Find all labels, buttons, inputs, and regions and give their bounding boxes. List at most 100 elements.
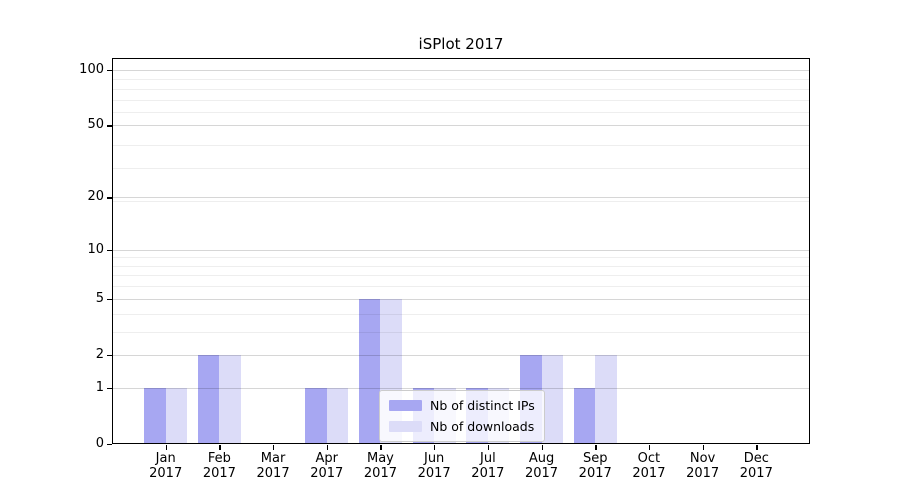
bar-downloads-sep (595, 354, 617, 444)
bar-ips-may (358, 298, 381, 444)
x-tick-label-may: May 2017 (345, 451, 415, 481)
x-tick-year: 2017 (417, 466, 451, 481)
x-tick-year: 2017 (739, 466, 773, 481)
y-tick-label: 2 (95, 346, 104, 362)
x-tick-month: Jan (155, 451, 176, 466)
legend-entry-distinct-ips: Nb of distinct IPs (389, 398, 535, 413)
x-tick-label-mar: Mar 2017 (238, 451, 308, 481)
x-tick (702, 445, 704, 450)
y-gridline-minor (112, 286, 810, 288)
y-gridline-major (112, 125, 810, 127)
bar-downloads-apr (326, 387, 349, 444)
x-tick (165, 445, 167, 450)
legend-label-downloads: Nb of downloads (430, 419, 535, 434)
x-tick-label-sep: Sep 2017 (560, 451, 630, 481)
y-tick (107, 249, 112, 251)
chart-title: iSPlot 2017 (418, 35, 504, 53)
y-gridline-minor (112, 99, 810, 101)
y-tick-label: 100 (79, 61, 104, 77)
bar-ips-sep (573, 387, 596, 444)
legend-label-distinct-ips: Nb of distinct IPs (430, 398, 535, 413)
y-gridline-minor (112, 168, 810, 170)
x-tick (273, 445, 275, 450)
bar-downloads-aug (541, 354, 563, 444)
x-tick-month: Nov (689, 451, 716, 466)
bar-downloads-feb (219, 354, 241, 444)
bar-ips-apr (305, 387, 327, 444)
y-gridline-minor (112, 144, 810, 146)
x-tick-year: 2017 (632, 466, 666, 481)
y-gridline-minor (112, 201, 810, 203)
y-gridline-minor (112, 265, 810, 267)
x-tick (487, 445, 490, 450)
x-tick-month: Jun (423, 451, 445, 466)
y-tick (107, 387, 112, 390)
x-tick-month: Sep (582, 451, 608, 466)
y-tick (107, 354, 112, 357)
x-tick-month: May (367, 451, 394, 466)
legend-entry-downloads: Nb of downloads (389, 419, 535, 434)
x-tick (326, 445, 329, 450)
y-tick-label: 0 (95, 436, 104, 451)
x-tick (219, 445, 221, 450)
y-gridline-major (112, 69, 810, 71)
x-tick-label-feb: Feb 2017 (184, 451, 254, 481)
x-tick-label-jan: Jan 2017 (131, 451, 201, 481)
x-tick-label-nov: Nov 2017 (668, 451, 738, 481)
x-tick (648, 445, 651, 450)
x-tick-year: 2017 (686, 466, 720, 481)
x-tick-month: Apr (315, 451, 339, 466)
x-tick-label-oct: Oct 2017 (614, 451, 684, 481)
y-tick-label: 10 (87, 241, 104, 257)
x-tick-month: Jul (480, 451, 496, 466)
y-tick-label: 5 (95, 290, 104, 306)
x-tick-year: 2017 (578, 466, 612, 481)
x-tick-label-apr: Apr 2017 (292, 451, 362, 481)
grid-layer (112, 58, 810, 444)
x-tick-month: Aug (528, 451, 555, 466)
y-gridline-minor (112, 331, 810, 333)
legend: Nb of distinct IPs Nb of downloads (379, 390, 545, 442)
x-tick (434, 445, 436, 450)
x-tick-month: Oct (637, 451, 661, 466)
x-tick-year: 2017 (149, 466, 183, 481)
y-tick-label: 1 (95, 379, 104, 395)
x-tick-year: 2017 (363, 466, 397, 481)
y-gridline-major (112, 197, 810, 199)
y-gridline-minor (112, 275, 810, 277)
legend-swatch-downloads (389, 421, 422, 432)
y-tick-label: 20 (87, 189, 104, 205)
y-tick (107, 298, 112, 301)
x-tick-label-jul: Jul 2017 (453, 451, 523, 481)
y-gridline-major (112, 249, 810, 251)
x-tick-label-jun: Jun 2017 (399, 451, 469, 481)
y-gridline-minor (112, 112, 810, 114)
legend-swatch-distinct-ips (389, 400, 422, 411)
x-tick-month: Mar (260, 451, 286, 466)
x-tick (756, 445, 758, 450)
bar-ips-jan (144, 387, 166, 444)
y-gridline-minor (112, 313, 810, 315)
y-gridline-major (112, 354, 810, 356)
x-tick-year: 2017 (202, 466, 236, 481)
x-tick (595, 445, 597, 450)
bar-ips-feb (197, 354, 220, 444)
x-tick-year: 2017 (524, 466, 559, 481)
x-tick-label-dec: Dec 2017 (721, 451, 791, 481)
x-tick (380, 445, 382, 450)
y-tick (107, 69, 112, 72)
y-gridline-major (112, 387, 810, 389)
y-gridline-major (112, 298, 810, 300)
y-tick-label: 50 (87, 117, 104, 133)
x-tick-year: 2017 (471, 466, 505, 481)
x-tick-month: Feb (207, 451, 231, 466)
y-gridline-minor (112, 79, 810, 81)
y-gridline-minor (112, 257, 810, 259)
y-tick (107, 125, 112, 127)
x-tick-label-aug: Aug 2017 (507, 451, 577, 481)
y-tick (107, 197, 112, 199)
x-tick (541, 445, 543, 450)
x-tick-month: Dec (743, 451, 769, 466)
